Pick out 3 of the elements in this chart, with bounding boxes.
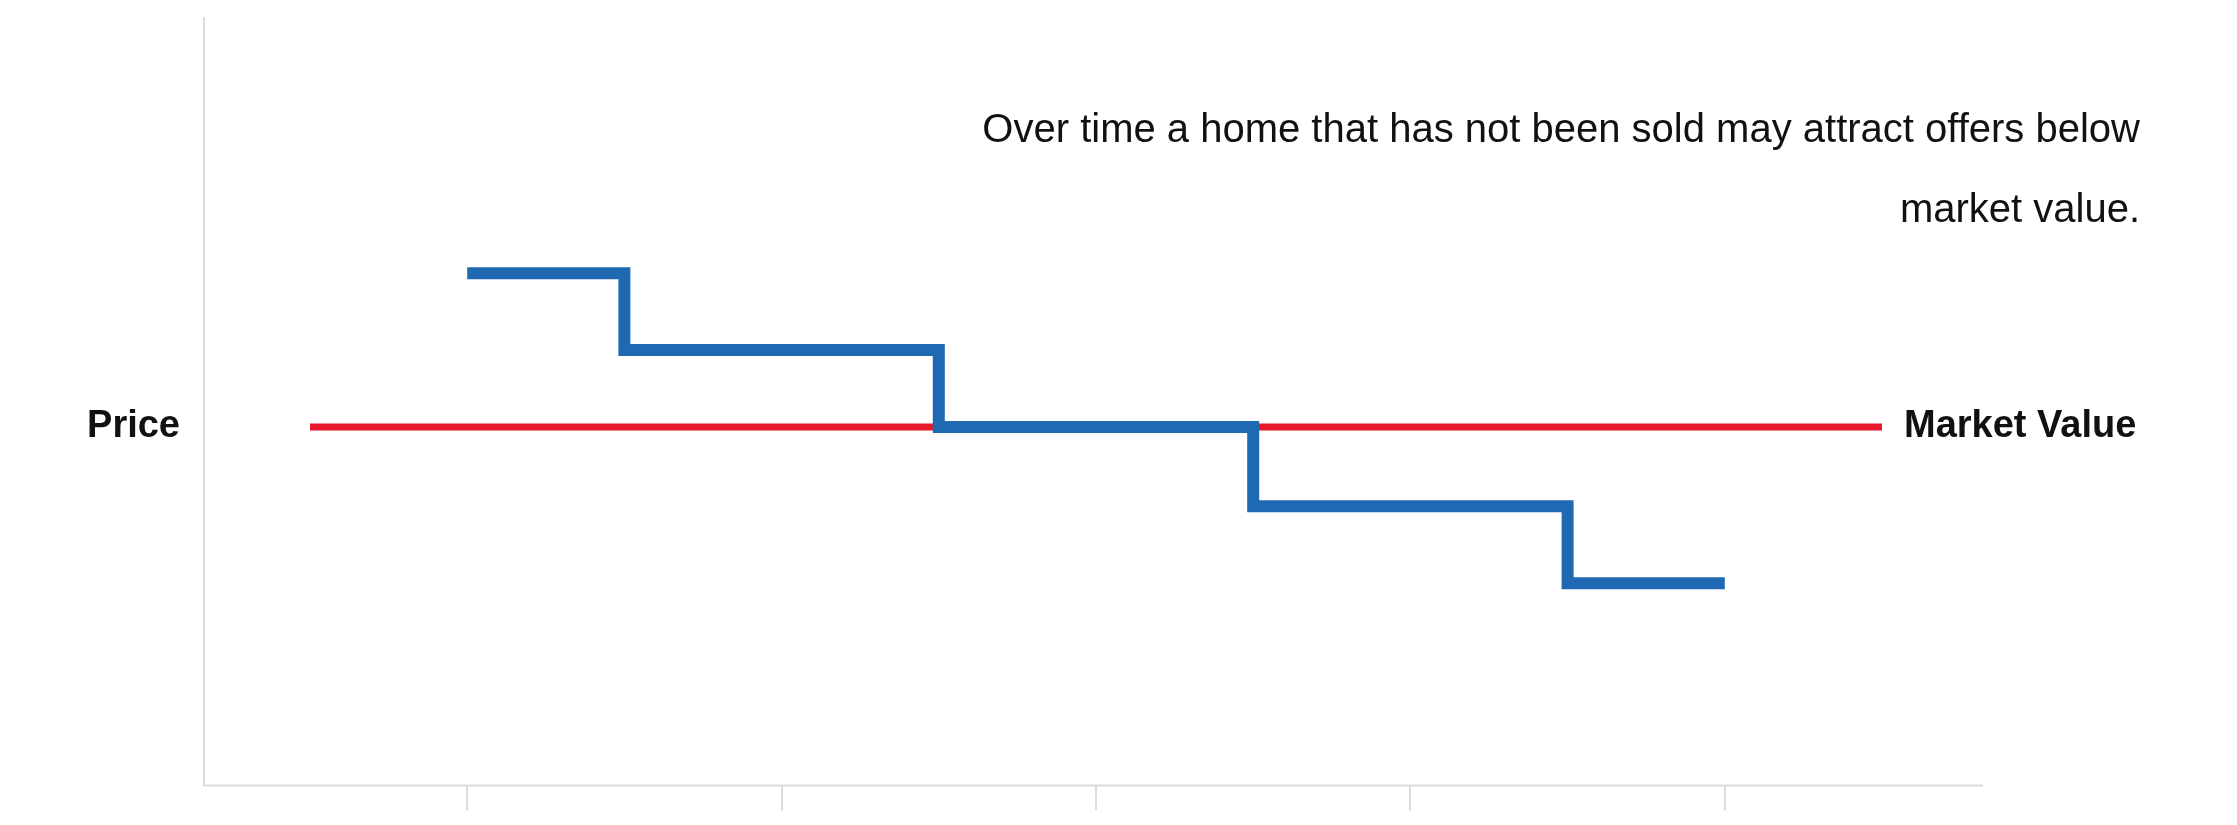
text: Over time a home that has not been sold may attract offers below market value. [982,106,2141,231]
ref-line-label: Market Value [1904,403,2137,446]
y-axis-title: Price [87,403,180,446]
